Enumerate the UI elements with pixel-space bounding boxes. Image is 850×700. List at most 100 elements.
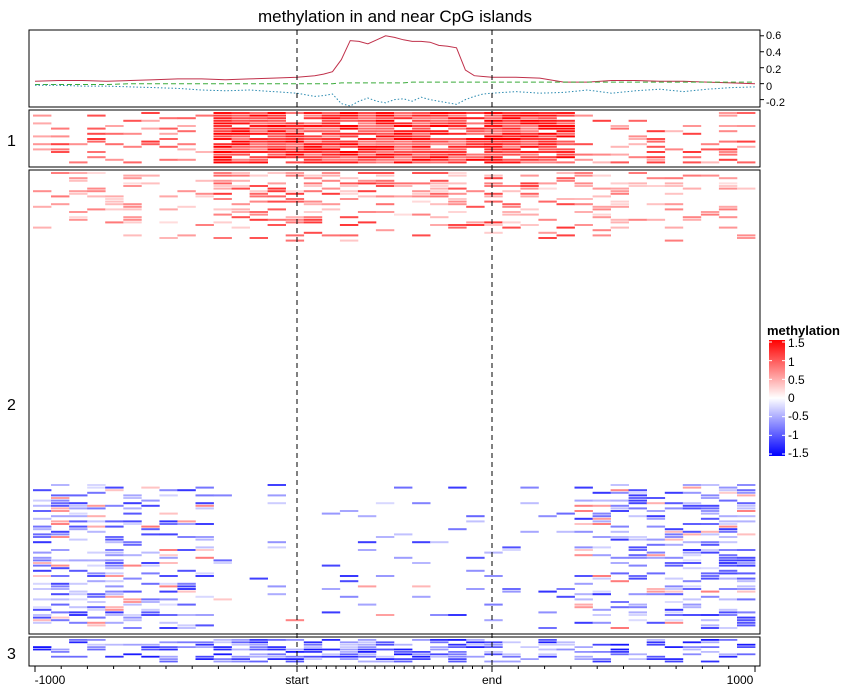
heatmap-cell	[123, 643, 142, 646]
heatmap-cell	[159, 585, 178, 588]
heatmap-cell	[484, 221, 503, 224]
heatmap-cell	[159, 533, 178, 536]
heatmap-cell	[538, 231, 557, 234]
heatmap-cell	[303, 211, 323, 213]
heatmap-cell	[339, 112, 359, 114]
heatmap-cell	[394, 643, 413, 646]
heatmap-cell	[592, 208, 611, 211]
heatmap-cell	[285, 174, 305, 177]
heatmap-cell	[430, 216, 449, 219]
heatmap-cell	[538, 648, 557, 651]
heatmap-cell	[321, 158, 341, 161]
heatmap-cell	[718, 627, 738, 629]
heatmap-cell	[303, 648, 323, 651]
heatmap-cell	[285, 190, 305, 193]
heatmap-cell	[303, 643, 323, 646]
heatmap-cell	[375, 158, 395, 161]
heatmap-cell	[664, 536, 684, 538]
heatmap-cell	[412, 132, 431, 135]
heatmap-cell	[285, 655, 305, 658]
heatmap-cell	[682, 491, 702, 494]
heatmap-cell	[87, 639, 106, 641]
heatmap-cell	[520, 192, 539, 195]
heatmap-cell	[718, 158, 738, 161]
heatmap-cell	[646, 525, 666, 528]
heatmap-cell	[610, 221, 629, 224]
heatmap-cell	[574, 530, 593, 533]
heatmap-cell	[51, 533, 70, 536]
heatmap-cell	[159, 145, 178, 148]
heatmap-cell	[267, 114, 286, 117]
heatmap-cell	[682, 648, 702, 651]
heatmap-cell	[484, 148, 503, 151]
heatmap-cell	[628, 603, 647, 606]
heatmap-cell	[574, 211, 593, 213]
heatmap-cell	[339, 161, 359, 164]
heatmap-cell	[51, 515, 70, 518]
heatmap-cell	[448, 639, 467, 641]
heatmap-cell	[339, 114, 359, 117]
heatmap-cell	[159, 598, 178, 601]
heatmap-cell	[718, 653, 738, 656]
heatmap-cell	[682, 562, 702, 564]
heatmap-cell	[105, 611, 124, 614]
heatmap-cell	[141, 648, 160, 651]
heatmap-cell	[448, 148, 467, 151]
heatmap-cell	[249, 125, 268, 127]
heatmap-cell	[502, 127, 521, 130]
heatmap-cell	[700, 543, 720, 546]
heatmap-cell	[303, 174, 323, 177]
heatmap-cell	[430, 156, 449, 159]
heatmap-cell	[484, 140, 503, 143]
heatmap-cell	[484, 117, 503, 120]
heatmap-cell	[502, 151, 521, 153]
heatmap-cell	[466, 190, 485, 193]
heatmap-cell	[195, 641, 214, 644]
heatmap-cell	[610, 192, 629, 195]
heatmap-cell	[321, 203, 341, 206]
heatmap-cell	[213, 198, 232, 200]
heatmap-cell	[448, 646, 467, 648]
heatmap-cell	[448, 122, 467, 125]
heatmap-cell	[394, 138, 413, 140]
heatmap-cell	[412, 502, 431, 505]
heatmap-cell	[303, 177, 323, 180]
heatmap-cell	[466, 641, 485, 644]
heatmap-cell	[375, 119, 395, 122]
chart-title: methylation in and near CpG islands	[258, 7, 532, 26]
heatmap-cell	[141, 564, 160, 567]
heatmap-cell	[141, 499, 160, 502]
heatmap-cell	[466, 145, 485, 148]
heatmap-cell	[195, 646, 214, 648]
heatmap-cell	[628, 538, 647, 541]
heatmap-cell	[737, 140, 756, 143]
heatmap-cell	[718, 655, 738, 658]
heatmap-cell	[87, 520, 106, 523]
heatmap-cell	[737, 533, 756, 536]
heatmap-cell	[574, 523, 593, 525]
heatmap-cell	[321, 132, 341, 135]
heatmap-cell	[394, 195, 413, 198]
heatmap-cell	[610, 538, 629, 541]
heatmap-cell	[682, 603, 702, 606]
heatmap-cell	[592, 660, 611, 663]
heatmap-cell	[249, 148, 268, 151]
heatmap-cell	[339, 143, 359, 146]
heatmap-cell	[357, 138, 377, 140]
heatmap-cell	[339, 156, 359, 159]
heatmap-cell	[159, 494, 178, 497]
heatmap-cell	[700, 148, 720, 151]
heatmap-cell	[628, 185, 647, 187]
heatmap-cell	[484, 651, 503, 653]
heatmap-cell	[267, 140, 286, 143]
heatmap-cell	[87, 491, 106, 494]
heatmap-cell	[339, 177, 359, 180]
heatmap-cell	[87, 530, 106, 533]
heatmap-cell	[538, 627, 557, 629]
heatmap-cell	[502, 549, 521, 551]
heatmap-cell	[195, 614, 214, 616]
heatmap-cell	[249, 119, 268, 122]
heatmap-cell	[285, 198, 305, 200]
heatmap-cell	[267, 182, 286, 185]
heatmap-cell	[303, 182, 323, 185]
